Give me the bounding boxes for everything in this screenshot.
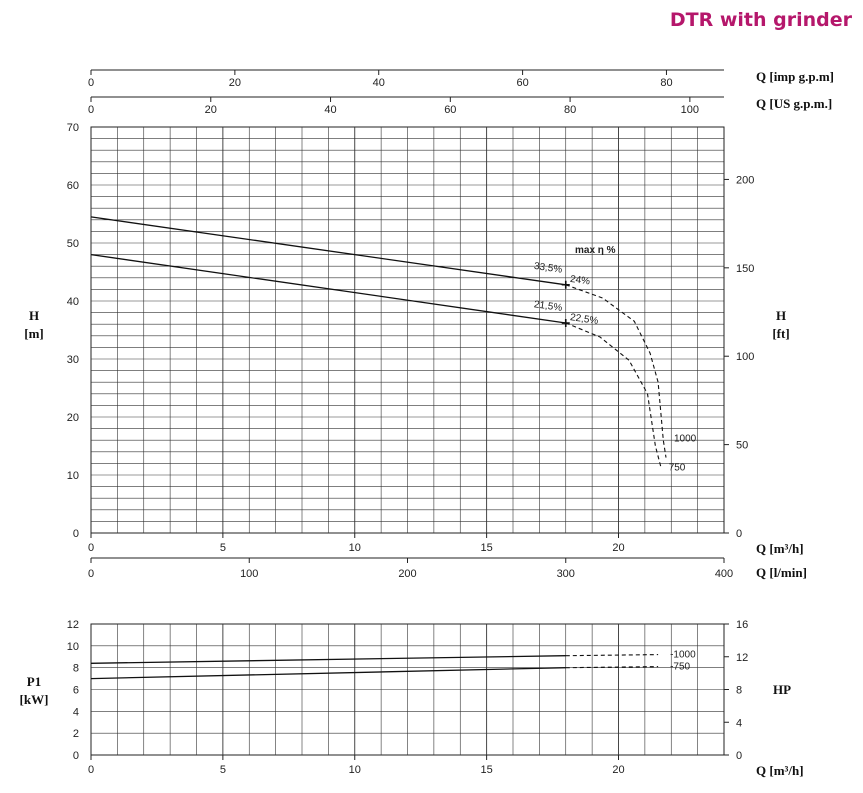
bottom-scale-unit: Q [l/min] <box>756 565 807 580</box>
best-efficiency-point <box>561 280 570 289</box>
y-axis-unit-left: [m] <box>24 326 44 341</box>
x-tick-label: 5 <box>220 542 226 554</box>
x-tick-label: 15 <box>481 542 493 554</box>
power-chart: 0 2 4 6 8 10 12 0 4 8 12 16 0 5 10 15 20 Q [m³/h] -1000-75… <box>20 619 804 778</box>
x-tick-label: 10 <box>349 764 361 776</box>
head-chart: 0 10 20 30 40 50 60 70 0 50 100 150 200 0 5 10 15 20 Q [m³… <box>24 122 803 556</box>
y-tick-label: 60 <box>67 180 79 192</box>
right-tick-label: 16 <box>736 619 748 631</box>
right-tick-label: 12 <box>736 652 748 664</box>
top-scale-label: 80 <box>564 104 576 116</box>
legend-title: max η % <box>575 245 616 256</box>
y-tick-label: 30 <box>67 354 79 366</box>
y-tick-label: 10 <box>67 641 79 653</box>
bottom-scale-label: 100 <box>240 568 258 580</box>
y-tick-label: 4 <box>73 706 79 718</box>
efficiency-label: 21,5% <box>533 299 563 314</box>
right-tick-label: 50 <box>736 440 748 452</box>
series-line-1000 <box>90 655 566 664</box>
top-scale-label: 100 <box>681 104 699 116</box>
y-tick-label: 12 <box>67 619 79 631</box>
y-tick-label: 2 <box>73 728 79 740</box>
x-tick-label: 10 <box>349 542 361 554</box>
right-tick-label: 200 <box>736 174 754 186</box>
series-label-750: 750 <box>669 462 686 473</box>
top-scale-label: 40 <box>324 104 336 116</box>
top-flow-scales: 0 20 40 60 80 Q [imp g.p.m] 0 20 40 60 80 100 Q [US … <box>88 69 834 116</box>
top-scale-label: 80 <box>660 77 672 89</box>
series-label-1000: -1000 <box>670 650 696 661</box>
top-scale-label: 0 <box>88 77 94 89</box>
series-label-1000: 1000 <box>674 434 697 445</box>
y-tick-label: 10 <box>67 470 79 482</box>
series-dashed-1000 <box>565 654 659 657</box>
right-tick-label: 150 <box>736 263 754 275</box>
x-tick-label: 0 <box>88 542 94 554</box>
series-dashed-750 <box>565 322 662 467</box>
top-scale-label: 40 <box>373 77 385 89</box>
y-axis-label-left: H <box>29 308 39 323</box>
y-tick-label: 8 <box>73 663 79 675</box>
top-scale-label: 60 <box>444 104 456 116</box>
y-tick-label: 0 <box>73 528 79 540</box>
series-line-750 <box>90 667 566 680</box>
series-dashed-1000 <box>565 284 667 458</box>
x-tick-label: 20 <box>612 542 624 554</box>
y-tick-label: 0 <box>73 750 79 762</box>
efficiency-label: 33,5% <box>533 261 563 276</box>
right-tick-label: 8 <box>736 685 742 697</box>
bottom-flow-scale: 0 100 200 300 400 Q [l/min] <box>88 557 807 580</box>
x-tick-label: 15 <box>481 764 493 776</box>
y-tick-label: 20 <box>67 412 79 424</box>
top-scale-label: 60 <box>516 77 528 89</box>
efficiency-label: 24% <box>569 274 590 288</box>
top-scale-label: 0 <box>88 104 94 116</box>
bottom-scale-label: 300 <box>557 568 575 580</box>
y-tick-label: 70 <box>67 122 79 134</box>
y-axis-label-left: P1 <box>27 674 41 689</box>
bottom-scale-label: 0 <box>88 568 94 580</box>
x-tick-label: 5 <box>220 764 226 776</box>
efficiency-label: 22,5% <box>569 312 599 327</box>
series-dashed-750 <box>565 666 659 669</box>
bottom-scale-label: 200 <box>398 568 416 580</box>
x-tick-label: 0 <box>88 764 94 776</box>
y-axis-unit-left: [kW] <box>20 692 49 707</box>
y-axis-unit-right: [ft] <box>772 326 789 341</box>
x-axis-unit: Q [m³/h] <box>756 763 804 778</box>
right-tick-label: 4 <box>736 717 742 729</box>
chart-title: DTR with grinder <box>670 9 853 31</box>
top-scale-unit: Q [imp g.p.m] <box>756 69 834 84</box>
series-line-750 <box>90 253 566 324</box>
right-tick-label: 0 <box>736 750 742 762</box>
y-tick-label: 40 <box>67 296 79 308</box>
series-label-750: -750 <box>670 662 690 673</box>
x-tick-label: 20 <box>612 764 624 776</box>
top-scale-label: 20 <box>205 104 217 116</box>
right-tick-label: 0 <box>736 528 742 540</box>
series-line-1000 <box>90 216 566 286</box>
best-efficiency-point <box>561 319 570 328</box>
y-tick-label: 6 <box>73 685 79 697</box>
y-axis-label-right: HP <box>773 682 791 697</box>
top-scale-label: 20 <box>229 77 241 89</box>
y-axis-label-right: H <box>776 308 786 323</box>
x-axis-unit: Q [m³/h] <box>756 541 804 556</box>
y-tick-label: 50 <box>67 238 79 250</box>
top-scale-unit: Q [US g.p.m.] <box>756 96 832 111</box>
right-tick-label: 100 <box>736 351 754 363</box>
bottom-scale-label: 400 <box>715 568 733 580</box>
